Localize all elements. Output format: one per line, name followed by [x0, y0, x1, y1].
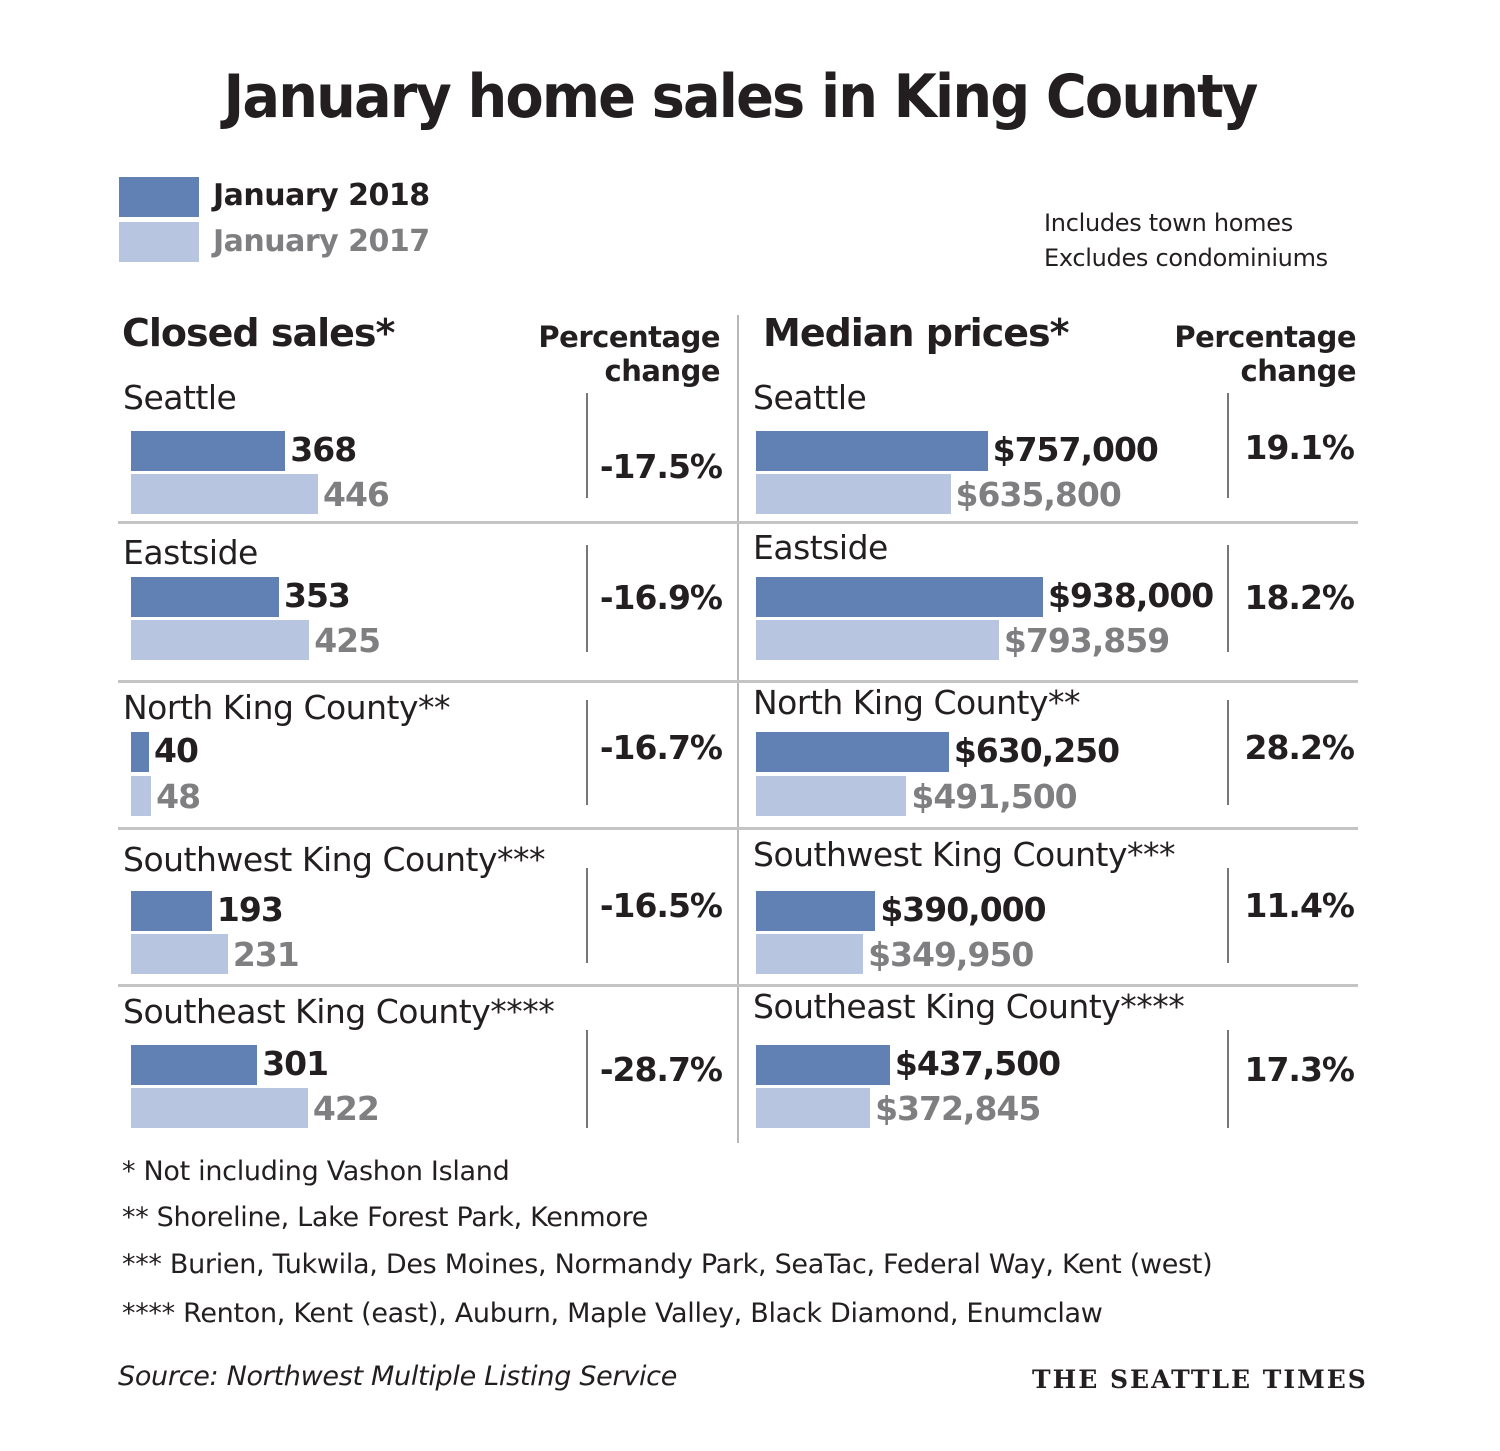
closed-sales-bar-2017: [131, 620, 310, 660]
legend-swatch-2017: [119, 222, 199, 262]
closed-sales-value-2018: 193: [216, 890, 284, 929]
median-prices-bar-2018: [756, 577, 1043, 617]
median-prices-bar-2018: [756, 732, 949, 772]
closed-sales-title: Closed sales*: [122, 311, 395, 355]
median-prices-region-label: North King County**: [753, 683, 1080, 722]
median-prices-pct-header: Percentage change: [1136, 320, 1356, 388]
median-prices-bar-2017: [756, 934, 864, 974]
median-prices-value-2018: $437,500: [894, 1044, 1061, 1083]
median-prices-bar-2017: [756, 620, 999, 660]
footnote-1: * Not including Vashon Island: [122, 1156, 510, 1187]
closed-sales-pct-divider: [586, 700, 588, 805]
footnote-2: ** Shoreline, Lake Forest Park, Kenmore: [122, 1202, 649, 1233]
closed-sales-pct-divider: [586, 545, 588, 652]
closed-sales-bar-2017: [131, 474, 318, 514]
median-prices-value-2017: $635,800: [955, 475, 1122, 514]
legend-label-2018: January 2018: [213, 178, 430, 213]
median-prices-value-2017: $349,950: [868, 935, 1034, 974]
median-prices-pct-change: 19.1%: [1244, 428, 1356, 467]
closed-sales-region-label: Southeast King County****: [123, 992, 555, 1031]
median-prices-value-2018: $630,250: [953, 731, 1120, 770]
closed-sales-bar-2017: [131, 776, 152, 816]
closed-sales-pct-change: -16.9%: [599, 578, 723, 617]
closed-sales-pct-change: -17.5%: [599, 447, 723, 486]
closed-sales-pct-divider: [586, 868, 588, 963]
chart-title: January home sales in King County: [223, 62, 1259, 132]
median-prices-value-2017: $372,845: [875, 1089, 1041, 1128]
footnote-3: *** Burien, Tukwila, Des Moines, Normand…: [122, 1249, 1213, 1280]
median-prices-pct-divider: [1227, 868, 1229, 963]
median-prices-title: Median prices*: [763, 311, 1069, 355]
median-prices-value-2018: $938,000: [1048, 576, 1214, 615]
closed-sales-value-2017: 422: [312, 1089, 380, 1128]
median-prices-pct-change: 18.2%: [1244, 578, 1356, 617]
closed-sales-region-label: Southwest King County***: [123, 840, 546, 879]
row-divider: [118, 984, 1358, 987]
brand-logo: THE SEATTLE TIMES: [1032, 1365, 1368, 1394]
closed-sales-value-2017: 446: [323, 475, 390, 514]
median-prices-value-2018: $390,000: [880, 890, 1046, 929]
closed-sales-pct-change: -28.7%: [599, 1050, 723, 1089]
median-prices-value-2018: $757,000: [992, 430, 1159, 469]
closed-sales-bar-2017: [131, 934, 228, 974]
median-prices-region-label: Southwest King County***: [753, 835, 1176, 874]
pct-header-line1: Percentage: [1174, 320, 1356, 354]
closed-sales-bar-2018: [131, 1045, 258, 1085]
pct-header-line2: change: [1240, 354, 1357, 388]
closed-sales-region-label: Eastside: [123, 533, 258, 572]
row-divider: [118, 680, 1358, 683]
closed-sales-value-2017: 231: [232, 935, 300, 974]
median-prices-region-label: Southeast King County****: [753, 987, 1185, 1026]
median-prices-pct-divider: [1227, 1030, 1229, 1128]
closed-sales-value-2018: 368: [290, 430, 357, 469]
median-prices-value-2017: $793,859: [1003, 621, 1170, 660]
median-prices-pct-change: 28.2%: [1244, 728, 1356, 767]
closed-sales-bar-2018: [131, 431, 286, 471]
note-includes: Includes town homes: [1044, 209, 1293, 237]
closed-sales-bar-2018: [131, 732, 149, 772]
closed-sales-pct-divider: [586, 1030, 588, 1128]
footnote-4: **** Renton, Kent (east), Auburn, Maple …: [122, 1298, 1103, 1329]
closed-sales-value-2017: 48: [156, 777, 201, 816]
median-prices-bar-2017: [756, 474, 951, 514]
closed-sales-value-2018: 301: [262, 1044, 329, 1083]
median-prices-value-2017: $491,500: [911, 777, 1077, 816]
pct-header-line2: change: [604, 354, 721, 388]
panel-divider: [737, 315, 739, 1143]
row-divider: [118, 521, 1358, 524]
median-prices-bar-2018: [756, 431, 988, 471]
closed-sales-pct-change: -16.5%: [599, 886, 723, 925]
closed-sales-value-2018: 40: [154, 731, 199, 770]
median-prices-bar-2018: [756, 891, 876, 931]
row-divider: [118, 827, 1358, 830]
closed-sales-region-label: North King County**: [123, 688, 450, 727]
median-prices-region-label: Seattle: [753, 378, 867, 417]
median-prices-pct-divider: [1227, 393, 1229, 498]
closed-sales-bar-2018: [131, 891, 212, 931]
legend-swatch-2018: [119, 177, 199, 217]
closed-sales-bar-2018: [131, 577, 279, 617]
median-prices-pct-change: 17.3%: [1244, 1050, 1356, 1089]
closed-sales-value-2018: 353: [284, 576, 351, 615]
pct-header-line1: Percentage: [538, 320, 720, 354]
median-prices-bar-2017: [756, 776, 907, 816]
legend-label-2017: January 2017: [213, 224, 430, 259]
median-prices-pct-divider: [1227, 545, 1229, 652]
closed-sales-pct-change: -16.7%: [599, 728, 723, 767]
source-note: Source: Northwest Multiple Listing Servi…: [118, 1361, 678, 1392]
closed-sales-value-2017: 425: [314, 621, 381, 660]
median-prices-pct-divider: [1227, 700, 1229, 805]
note-excludes: Excludes condominiums: [1044, 244, 1328, 272]
closed-sales-bar-2017: [131, 1088, 308, 1128]
closed-sales-region-label: Seattle: [123, 378, 237, 417]
closed-sales-pct-divider: [586, 393, 588, 498]
median-prices-pct-change: 11.4%: [1244, 886, 1356, 925]
median-prices-bar-2017: [756, 1088, 871, 1128]
median-prices-bar-2018: [756, 1045, 890, 1085]
median-prices-region-label: Eastside: [753, 528, 888, 567]
closed-sales-pct-header: Percentage change: [500, 320, 720, 388]
